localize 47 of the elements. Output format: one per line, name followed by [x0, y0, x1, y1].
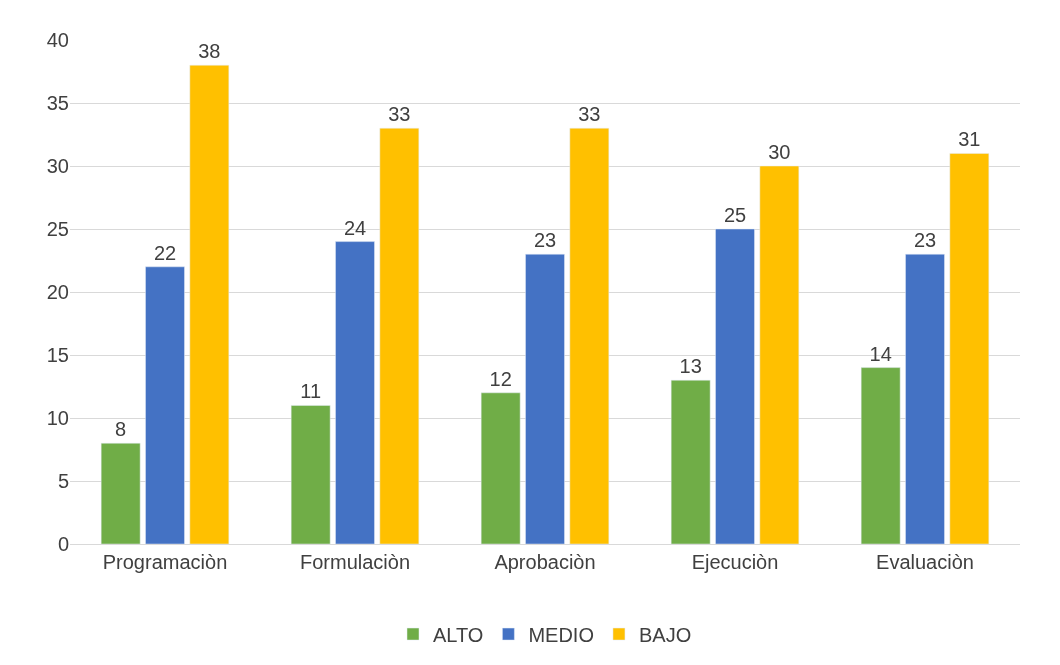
data-label: 33 — [388, 103, 411, 126]
bar — [715, 228, 755, 544]
x-tick-label: Programaciòn — [102, 551, 228, 573]
y-tick-label: 20 — [46, 281, 69, 303]
bar — [525, 253, 565, 544]
bar — [335, 241, 375, 544]
data-label: 11 — [300, 380, 322, 403]
bar — [759, 165, 800, 544]
data-label: 25 — [723, 204, 747, 226]
y-tick-label: 5 — [57, 470, 69, 492]
bar — [189, 64, 230, 544]
bar — [569, 127, 610, 544]
y-tick-label: 30 — [46, 155, 69, 177]
data-label: 22 — [153, 241, 177, 264]
y-tick-label: 0 — [57, 533, 69, 555]
data-label: 33 — [578, 103, 601, 126]
data-label: 13 — [679, 355, 702, 378]
y-tick-label: 10 — [46, 407, 69, 429]
y-tick-label: 25 — [46, 218, 69, 240]
data-label: 8 — [115, 418, 127, 441]
legend-label: ALTO — [433, 623, 484, 646]
bar — [480, 392, 521, 544]
legend-label: MEDIO — [528, 623, 594, 646]
x-tick-label: Aprobaciòn — [494, 551, 596, 573]
y-tick-label: 15 — [46, 344, 69, 366]
x-tick-label: Ejecuciòn — [691, 551, 779, 573]
y-tick-label: 35 — [46, 92, 69, 114]
x-tick-label: Evaluaciòn — [876, 551, 974, 573]
bar — [379, 127, 420, 544]
bar — [100, 442, 141, 544]
x-tick-label: Formulaciòn — [299, 551, 411, 573]
data-label: 12 — [489, 367, 512, 390]
bar — [290, 405, 331, 544]
bar — [145, 266, 185, 544]
data-label: 14 — [869, 342, 892, 365]
y-tick-label: 40 — [46, 29, 69, 51]
bar — [949, 153, 990, 544]
data-label: 23 — [913, 229, 937, 252]
data-label: 38 — [198, 40, 221, 63]
data-label: 30 — [768, 141, 791, 163]
bar — [670, 379, 711, 544]
data-label: 31 — [958, 128, 981, 151]
legend-label: BAJO — [638, 623, 692, 646]
data-label: 24 — [343, 216, 367, 239]
bar — [905, 253, 945, 544]
bar — [860, 367, 901, 544]
data-label: 23 — [533, 229, 557, 252]
